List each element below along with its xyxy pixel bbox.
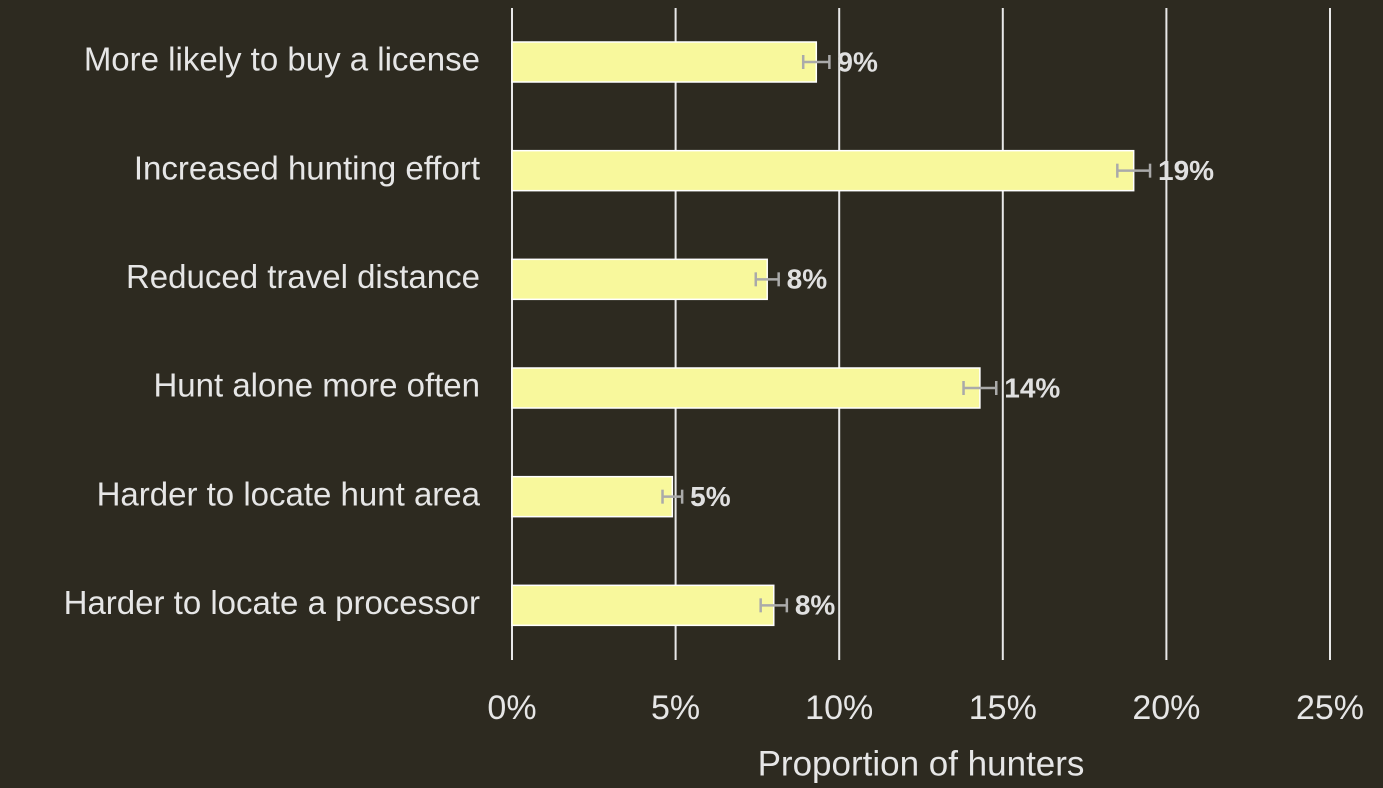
error-bar — [754, 272, 780, 287]
y-tick-label: More likely to buy a license — [84, 41, 480, 78]
value-label: 9% — [837, 46, 878, 77]
bar — [511, 475, 674, 518]
x-tick-label: 20% — [1132, 689, 1200, 727]
value-label: 8% — [795, 590, 836, 621]
bar — [511, 584, 775, 627]
error-bar — [962, 381, 998, 395]
y-tick-label: Hunt alone more often — [153, 367, 480, 404]
bar — [511, 149, 1135, 192]
y-tick-label: Reduced travel distance — [126, 258, 480, 295]
x-tick-label: 15% — [969, 689, 1037, 727]
value-label: 14% — [1004, 372, 1060, 403]
y-tick-label: Increased hunting effort — [134, 149, 480, 186]
bar — [511, 258, 768, 301]
bar — [511, 41, 818, 83]
bar — [511, 367, 981, 409]
value-label: 8% — [787, 264, 828, 295]
error-bar — [1116, 163, 1152, 178]
x-tick-label: 10% — [805, 689, 873, 727]
x-tick-label: 0% — [487, 689, 536, 727]
y-tick-label: Harder to locate hunt area — [97, 475, 481, 512]
error-bar — [801, 55, 831, 69]
x-tick-label: 25% — [1296, 689, 1364, 727]
error-bar — [759, 598, 789, 613]
x-axis-title: Proportion of hunters — [758, 744, 1085, 783]
value-label: 5% — [690, 481, 731, 512]
y-tick-label: Harder to locate a processor — [64, 584, 480, 621]
value-label: 19% — [1158, 155, 1214, 186]
x-tick-label: 5% — [651, 689, 700, 727]
error-bar — [661, 489, 684, 504]
